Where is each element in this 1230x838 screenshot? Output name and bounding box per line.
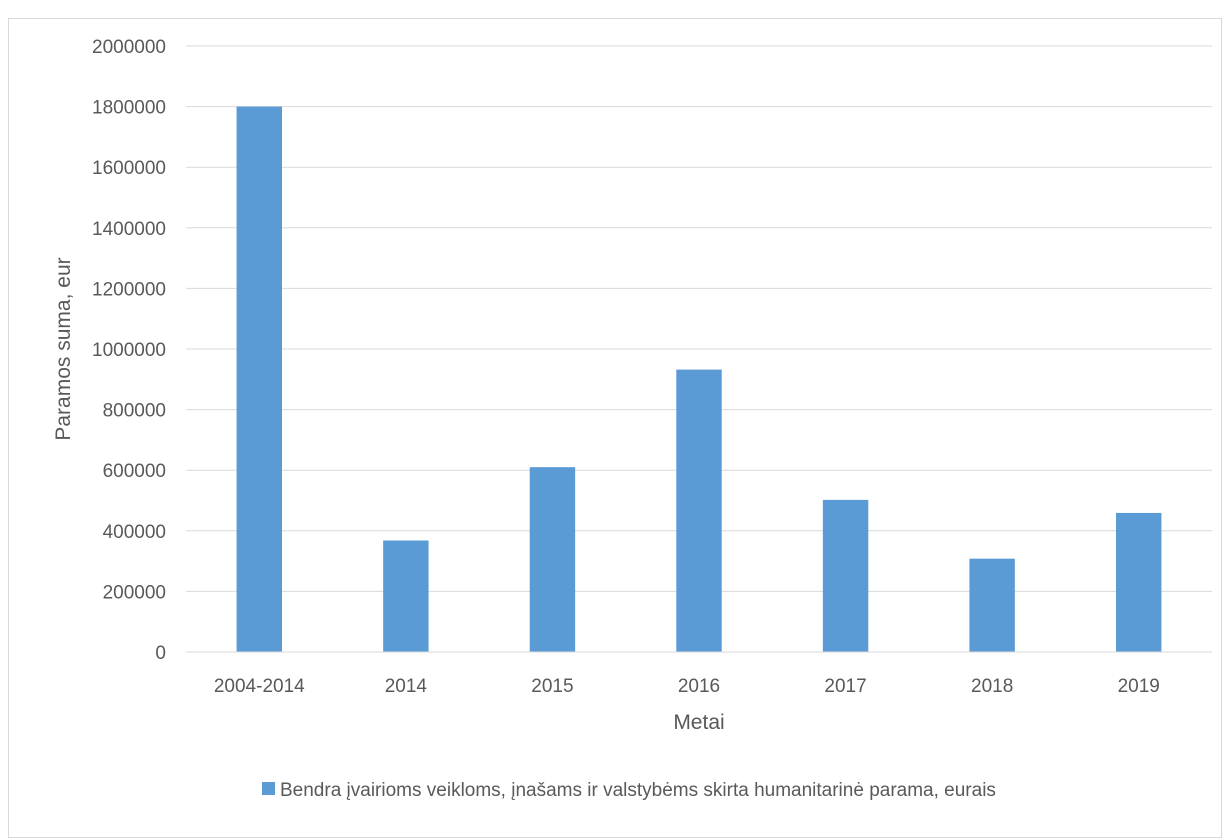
bars [236,106,1162,653]
x-tick-label: 2018 [971,676,1013,697]
bar-2015 [529,467,576,652]
y-tick-label: 200000 [103,582,166,603]
y-tick-label: 400000 [103,522,166,543]
y-tick-label: 2000000 [92,37,166,58]
x-tick-label: 2014 [385,676,428,697]
x-tick-label: 2016 [678,676,720,697]
y-tick-label: 1000000 [92,340,166,361]
x-tick-label: 2019 [1118,676,1160,697]
legend: Bendra įvairioms veikloms, įnašams ir va… [262,780,996,801]
y-tick-label: 1600000 [92,158,166,179]
y-axis-title: Paramos suma, eur [52,257,75,440]
y-tick-label: 1400000 [92,219,166,240]
legend-label: Bendra įvairioms veikloms, įnašams ir va… [280,780,996,801]
x-axis-tick-labels: 2004-2014 2014 2015 2016 2017 2018 2019 [214,676,1160,697]
bar-2019 [1115,512,1162,652]
y-tick-label: 800000 [103,401,166,422]
y-axis-tick-labels: 0 200000 400000 600000 800000 1000000 1200000 1… [92,37,166,664]
legend-swatch [262,782,275,795]
bar-2016 [676,369,722,652]
chart-area [8,18,1222,838]
y-tick-label: 1800000 [92,98,166,119]
x-tick-label: 2015 [531,676,573,697]
x-tick-label: 2004-2014 [214,676,305,697]
bar-2004-2014 [236,106,283,653]
bar-2014 [383,540,429,652]
gridlines [186,45,1212,592]
y-tick-label: 0 [155,643,166,664]
x-axis-title: Metai [673,711,724,734]
x-tick-label: 2017 [824,676,866,697]
y-tick-label: 1200000 [92,279,166,300]
y-tick-label: 600000 [103,461,166,482]
bar-2017 [822,499,869,652]
bar-2018 [969,558,1015,652]
